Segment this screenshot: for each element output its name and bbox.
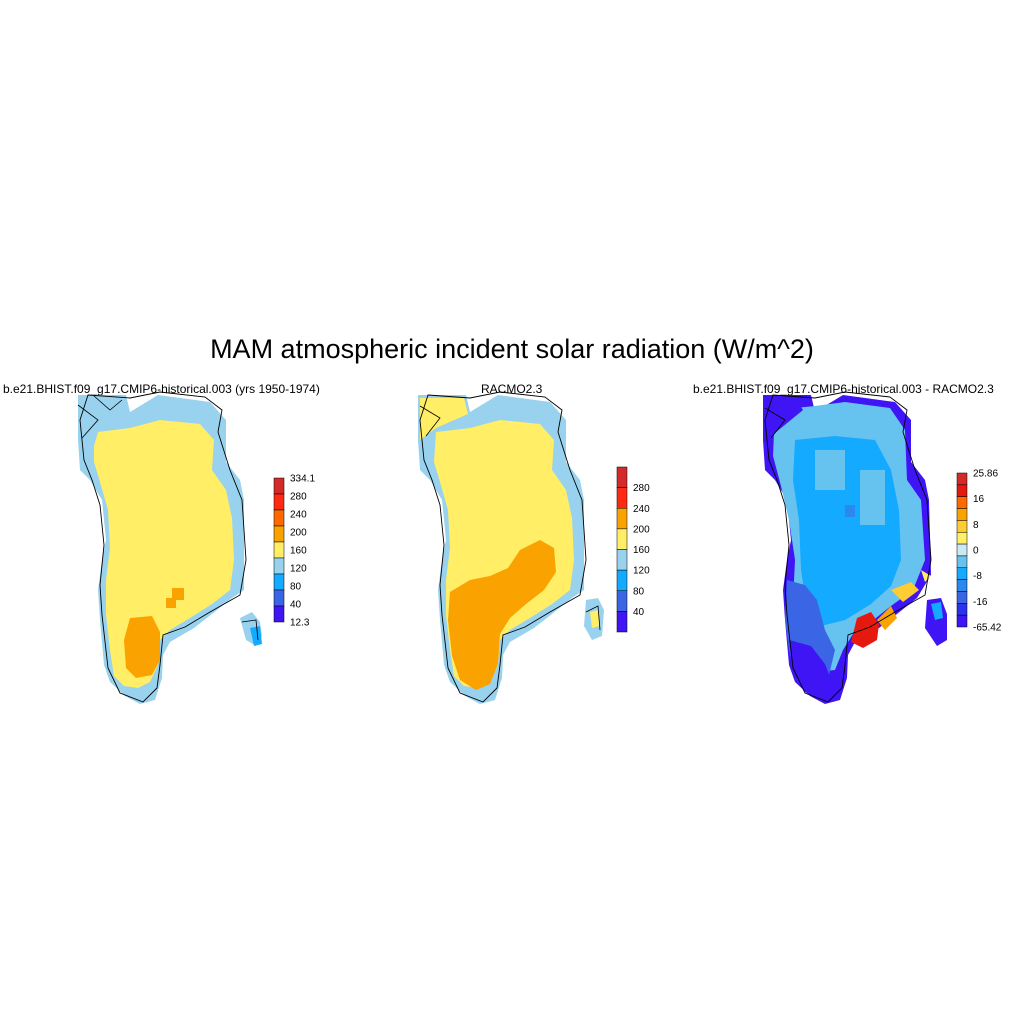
region-orange xyxy=(124,616,160,678)
colorbar-swatch xyxy=(956,614,968,628)
map-diff xyxy=(763,391,947,704)
colorbar-swatch xyxy=(616,508,628,530)
colorbar-swatch xyxy=(616,549,628,571)
colorbar-swatch xyxy=(956,567,968,580)
colorbar-swatch xyxy=(956,543,968,557)
colorbar-label: 80 xyxy=(633,586,645,597)
colorbar-label: 0 xyxy=(973,546,979,557)
colorbar-swatch xyxy=(273,525,285,543)
colorbar-swatch xyxy=(616,590,628,612)
colorbar-swatch xyxy=(616,466,628,488)
colorbar-swatch xyxy=(616,487,628,509)
colorbar-label: -16 xyxy=(973,597,988,608)
colorbar-swatch xyxy=(956,508,968,521)
page-title: MAM atmospheric incident solar radiation… xyxy=(210,334,814,364)
colorbar-model: 334.1 280 240 200 160 120 80 40 12.3 xyxy=(273,474,315,629)
colorbar-label: 16 xyxy=(973,494,985,505)
colorbar-swatch xyxy=(273,541,285,559)
panel-title-diff: b.e21.BHIST.f09_g17.CMIP6-historical.003… xyxy=(693,382,994,396)
region-yellow xyxy=(94,420,234,688)
colorbar-swatch xyxy=(956,520,968,533)
colorbar-label: 280 xyxy=(633,483,650,494)
colorbar-swatch xyxy=(273,557,285,575)
colorbar-label: 25.86 xyxy=(973,469,998,480)
colorbar-swatch xyxy=(956,603,968,616)
colorbar-label: 120 xyxy=(290,564,307,575)
colorbar-swatch xyxy=(956,484,968,497)
colorbar-swatch xyxy=(616,611,628,633)
colorbar-label: 240 xyxy=(290,510,307,521)
colorbar-label: 160 xyxy=(633,545,650,556)
colorbar-swatch xyxy=(956,591,968,604)
map-model xyxy=(77,391,262,704)
colorbar-label: 40 xyxy=(633,607,645,618)
colorbar-label: 80 xyxy=(290,582,302,593)
colorbar-label: -8 xyxy=(973,571,982,582)
colorbar-obs: 280 240 200 160 120 80 40 xyxy=(616,466,650,633)
colorbar-label: 280 xyxy=(290,492,307,503)
colorbar-swatch xyxy=(273,605,285,623)
colorbar-label: 40 xyxy=(290,600,302,611)
colorbar-swatch xyxy=(956,555,968,569)
colorbar-swatch xyxy=(273,573,285,591)
colorbar-swatch xyxy=(273,493,285,511)
colorbar-swatch xyxy=(956,472,968,486)
colorbar-swatch xyxy=(273,477,285,495)
colorbar-label: -65.42 xyxy=(973,623,1002,634)
colorbar-label: 160 xyxy=(290,546,307,557)
colorbar-label: 8 xyxy=(973,520,979,531)
colorbar-swatch xyxy=(956,579,968,592)
colorbar-label: 120 xyxy=(633,566,650,577)
colorbar-label: 240 xyxy=(633,504,650,515)
colorbar-swatch xyxy=(956,531,968,545)
colorbar-swatch xyxy=(616,569,628,591)
colorbar-label: 200 xyxy=(290,528,307,539)
colorbar-label: 200 xyxy=(633,524,650,535)
colorbar-label: 334.1 xyxy=(290,474,315,485)
colorbar-swatch xyxy=(956,496,968,509)
map-obs xyxy=(418,391,604,704)
colorbar-swatch xyxy=(273,589,285,607)
colorbar-swatch xyxy=(273,509,285,527)
colorbar-label: 12.3 xyxy=(290,618,310,629)
colorbar-swatch xyxy=(616,528,628,550)
panel-title-model: b.e21.BHIST.f09_g17.CMIP6-historical.003… xyxy=(3,382,320,396)
colorbar-diff: 25.86 16 8 0 -8 -16 -65.42 xyxy=(956,469,1002,634)
